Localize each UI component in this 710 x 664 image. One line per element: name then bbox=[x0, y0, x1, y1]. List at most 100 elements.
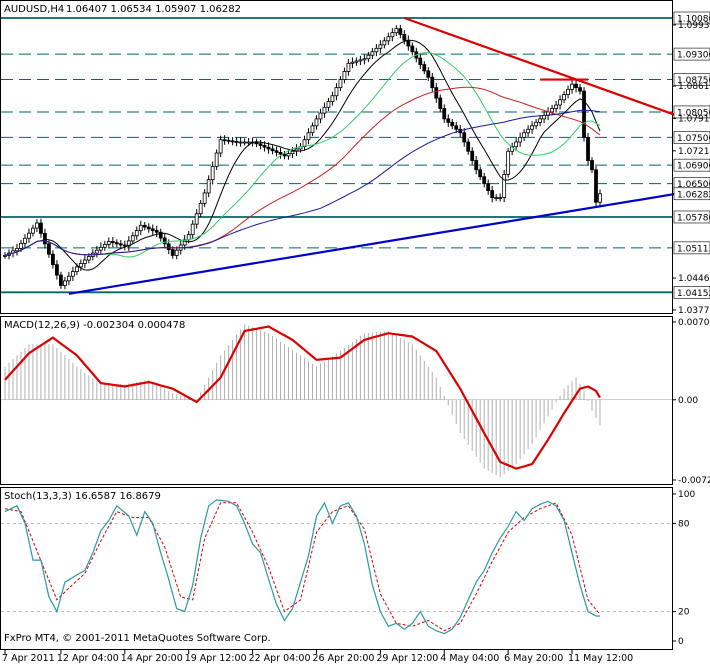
candle-body bbox=[562, 94, 566, 101]
candle-body bbox=[142, 224, 147, 228]
candle-body bbox=[394, 28, 399, 34]
candle-body bbox=[266, 146, 271, 150]
candle-body bbox=[114, 242, 119, 245]
sma-blue-line bbox=[4, 109, 601, 256]
candle-body bbox=[230, 140, 235, 143]
candle-body bbox=[78, 263, 83, 268]
candle-body bbox=[98, 246, 103, 251]
candle-body bbox=[246, 141, 251, 144]
resistance-trendline bbox=[403, 16, 677, 117]
candle-body bbox=[282, 153, 287, 157]
candle-body bbox=[358, 59, 363, 62]
candle-body bbox=[466, 141, 471, 152]
stoch-tick-label: 100 bbox=[678, 490, 695, 500]
price-panel[interactable] bbox=[0, 0, 673, 314]
candle-body bbox=[306, 132, 311, 141]
candle-body bbox=[27, 232, 31, 239]
level-label: 1.05780 bbox=[677, 213, 710, 223]
candle-body bbox=[342, 71, 347, 80]
candle-body bbox=[170, 249, 175, 256]
candle-body bbox=[478, 169, 483, 178]
macd-panel[interactable] bbox=[0, 316, 673, 485]
candle-body bbox=[594, 169, 598, 203]
price-tick-label: 1.03770 bbox=[678, 306, 710, 316]
candle-body bbox=[66, 275, 71, 282]
candle-body bbox=[55, 264, 59, 276]
candle-body bbox=[430, 76, 435, 89]
candle-body bbox=[338, 79, 343, 89]
time-label: 4 May 04:00 bbox=[440, 653, 499, 664]
price-tick-label: 1.09930 bbox=[678, 21, 710, 31]
time-label: 12 Apr 04:00 bbox=[57, 653, 119, 664]
candle-body bbox=[31, 227, 35, 234]
candle-body bbox=[51, 253, 55, 266]
sma-black-line bbox=[4, 39, 601, 271]
candle-body bbox=[442, 108, 447, 120]
time-label: 14 Apr 20:00 bbox=[121, 653, 183, 664]
candle-body bbox=[326, 101, 331, 108]
macd-layer bbox=[1, 324, 672, 478]
candle-body bbox=[43, 233, 47, 245]
candle-body bbox=[154, 230, 159, 233]
candle-body bbox=[70, 271, 75, 277]
candle-body bbox=[474, 160, 479, 171]
candle-body bbox=[190, 223, 195, 235]
current-price-box bbox=[673, 187, 710, 201]
candle-body bbox=[62, 280, 67, 286]
price-tick-label: 1.04460 bbox=[678, 274, 710, 284]
candle-body bbox=[206, 179, 211, 194]
candle-body bbox=[490, 190, 495, 198]
candle-body bbox=[402, 34, 407, 41]
stoch-panel[interactable] bbox=[0, 487, 673, 650]
candle-body bbox=[35, 222, 39, 229]
candle-body bbox=[378, 44, 383, 49]
candle-body bbox=[318, 112, 323, 120]
candle-body bbox=[39, 222, 43, 234]
macd-tick-label: -0.00723 bbox=[678, 476, 710, 486]
time-label: 7 Apr 2011 bbox=[2, 653, 55, 664]
stoch-tick-label: 0 bbox=[678, 637, 684, 647]
candle-body bbox=[19, 242, 23, 249]
candle-body bbox=[518, 136, 523, 143]
candle-body bbox=[194, 213, 199, 225]
candle-body bbox=[422, 64, 427, 72]
candle-body bbox=[334, 87, 339, 97]
candle-body bbox=[290, 150, 295, 154]
candle-body bbox=[166, 243, 171, 251]
level-label-box bbox=[673, 286, 710, 299]
level-label-box bbox=[673, 73, 710, 86]
level-label-box bbox=[673, 11, 710, 25]
candle-body bbox=[506, 150, 511, 175]
time-label: 26 Apr 20:00 bbox=[312, 653, 374, 664]
candle-body bbox=[426, 70, 431, 78]
candle-body bbox=[354, 60, 359, 63]
candle-body bbox=[574, 83, 578, 89]
candle-body bbox=[530, 125, 535, 130]
candle-body bbox=[262, 145, 267, 148]
stoch-tick-label: 80 bbox=[678, 519, 690, 529]
candle-body bbox=[398, 28, 403, 35]
candle-body bbox=[270, 148, 275, 152]
candle-body bbox=[222, 139, 227, 142]
candle-body bbox=[174, 249, 179, 256]
candle-body bbox=[558, 99, 562, 106]
candle-body bbox=[366, 54, 371, 60]
time-label: 11 May 12:00 bbox=[568, 653, 633, 664]
candle-body bbox=[454, 125, 459, 130]
candle-body bbox=[554, 104, 558, 109]
candle-body bbox=[94, 249, 99, 254]
candle-body bbox=[446, 118, 451, 123]
level-label: 1.05113 bbox=[677, 244, 710, 254]
candle-body bbox=[286, 153, 291, 157]
candle-body bbox=[582, 90, 586, 138]
level-label: 1.09300 bbox=[677, 51, 710, 61]
candle-body bbox=[502, 174, 507, 198]
level-label: 1.06500 bbox=[677, 180, 710, 190]
candle-body bbox=[210, 165, 215, 181]
level-label-box bbox=[673, 131, 710, 144]
candle-body bbox=[86, 256, 91, 261]
candle-body bbox=[238, 141, 243, 144]
candle-body bbox=[462, 132, 467, 143]
stoch-layer bbox=[1, 499, 672, 635]
